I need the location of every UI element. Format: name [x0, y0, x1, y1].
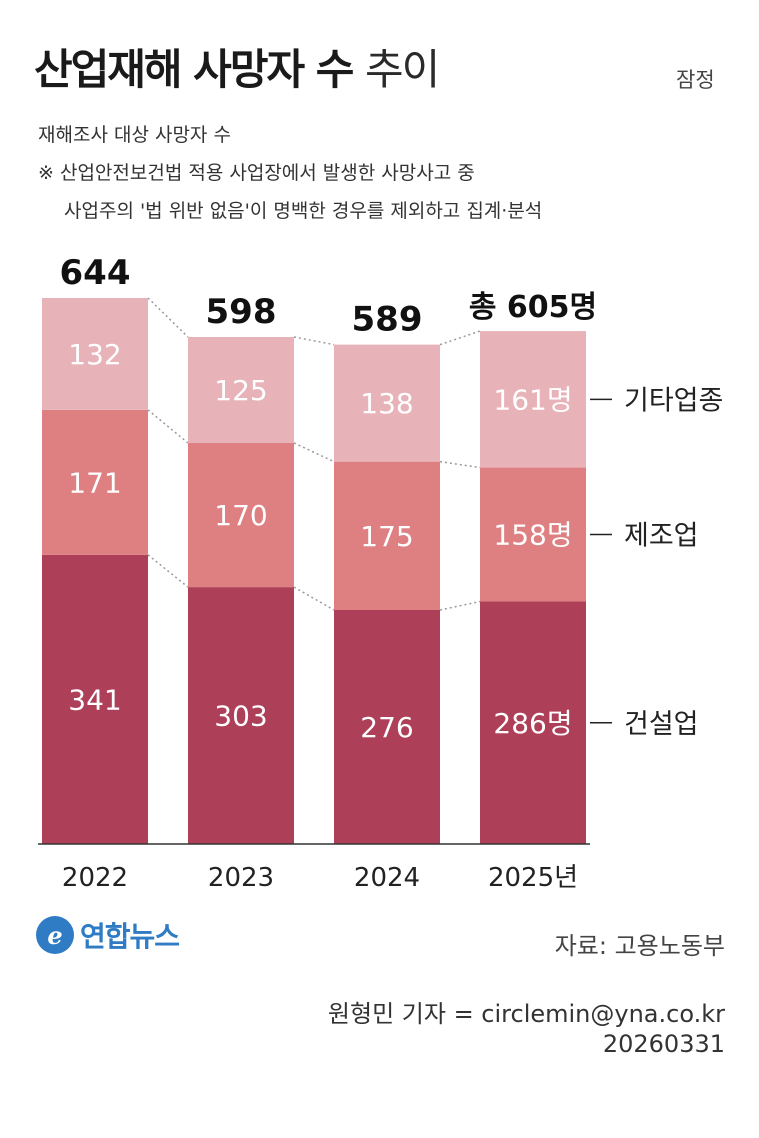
- segment-label: 132: [68, 338, 121, 371]
- segment-label: 175: [360, 520, 413, 553]
- connector-line: [439, 330, 481, 346]
- connector-line: [293, 336, 335, 346]
- provisional-note: 잠정: [676, 68, 715, 92]
- segment-label: 158명: [493, 519, 572, 552]
- legend-label: 건설업: [624, 709, 699, 740]
- segment-label: 171: [68, 466, 121, 499]
- bar-segment: [188, 442, 294, 588]
- bar-segment: [42, 554, 148, 844]
- title-bold: 산업재해 사망자 수: [34, 45, 354, 94]
- connector-line: [293, 442, 335, 463]
- connector-line: [147, 297, 189, 338]
- yonhap-logo-text: 연합뉴스: [80, 920, 180, 953]
- legend-label: 기타업종: [624, 385, 723, 416]
- yonhap-logo-icon: e: [36, 916, 74, 954]
- category-label: 2024: [354, 863, 420, 893]
- connector-line: [293, 586, 335, 611]
- segment-label: 341: [68, 683, 121, 716]
- category-label: 2023: [208, 863, 274, 893]
- total-label: 589: [352, 300, 423, 340]
- bar-segment: [42, 298, 148, 410]
- total-label: 644: [60, 253, 131, 293]
- segment-label: 125: [214, 374, 267, 407]
- stacked-bar-chart: 341 171 132 644 2022 303 170 125 598 2023 276 175 13…: [38, 253, 723, 893]
- segment-label: 286명: [493, 707, 572, 740]
- bar-segment: [188, 587, 294, 844]
- segment-label: 276: [360, 711, 413, 744]
- bar-segment: [188, 337, 294, 443]
- bar-segment: [480, 601, 586, 844]
- source-text: 자료: 고용노동부: [554, 932, 725, 960]
- connector-line: [439, 460, 481, 469]
- note-line-2: 사업주의 '법 위반 없음'이 명백한 경우를 제외하고 집계·분석: [64, 200, 543, 222]
- total-label: 598: [206, 292, 277, 332]
- connector-line: [439, 600, 481, 611]
- segment-label: 138: [360, 387, 413, 420]
- yonhap-logo: e 연합뉴스: [36, 915, 180, 955]
- legend-label: 제조업: [624, 521, 699, 552]
- publish-date: 20260331: [602, 1030, 725, 1058]
- connector-line: [147, 554, 189, 588]
- bar-segment: [480, 467, 586, 602]
- bar-segment: [334, 461, 440, 610]
- title-light: 추이: [365, 45, 440, 94]
- reporter-credit: 원형민 기자 = circlemin@yna.co.kr: [327, 1000, 725, 1028]
- segment-label: 170: [214, 499, 267, 532]
- bar-segment: [480, 331, 586, 468]
- connector-line: [147, 409, 189, 444]
- chart-title: 산업재해 사망자 수 추이: [34, 36, 440, 97]
- bar-segment: [334, 610, 440, 844]
- segment-label: 303: [214, 700, 267, 733]
- subtitle: 재해조사 대상 사망자 수: [38, 124, 231, 146]
- category-label: 2022: [62, 863, 128, 893]
- total-label: 총 605명: [469, 290, 597, 325]
- note-line-1: ※ 산업안전보건법 적용 사업장에서 발생한 사망사고 중: [38, 162, 475, 184]
- bar-segment: [42, 409, 148, 555]
- segment-label: 161명: [493, 383, 572, 416]
- category-label: 2025년: [488, 863, 578, 893]
- bar-segment: [334, 344, 440, 462]
